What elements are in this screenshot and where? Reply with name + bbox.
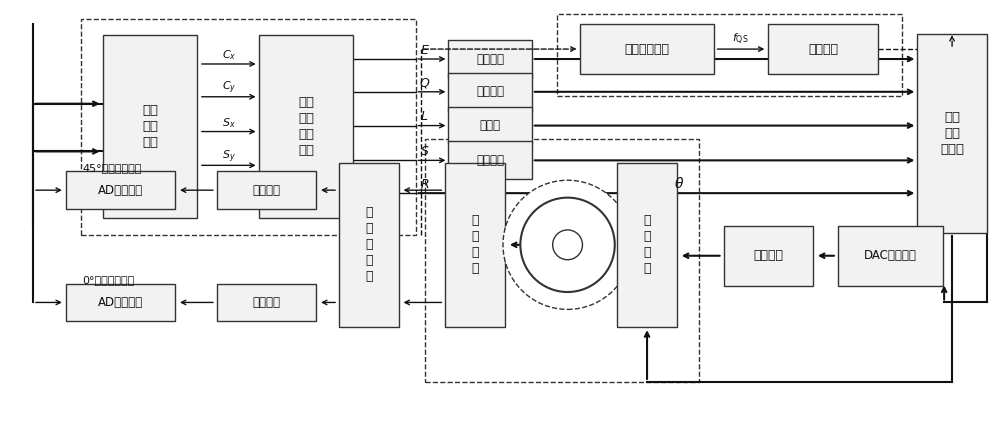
Bar bbox=[259, 35, 353, 219]
Bar bbox=[448, 107, 532, 145]
Bar bbox=[617, 163, 677, 327]
Text: $C_y$: $C_y$ bbox=[222, 80, 236, 96]
Ellipse shape bbox=[553, 230, 582, 260]
Text: AD数据采集: AD数据采集 bbox=[98, 184, 143, 197]
Text: 乘法
相干
解调: 乘法 相干 解调 bbox=[142, 104, 158, 149]
Text: $\mathit{L}$: $\mathit{L}$ bbox=[420, 110, 429, 123]
Bar bbox=[917, 34, 987, 233]
Bar bbox=[768, 24, 878, 74]
Bar bbox=[445, 163, 505, 327]
Text: $\mathit{S}$: $\mathit{S}$ bbox=[420, 145, 429, 158]
Bar bbox=[838, 226, 943, 285]
Ellipse shape bbox=[503, 180, 632, 310]
Text: $\theta$: $\theta$ bbox=[674, 176, 684, 191]
Bar bbox=[66, 171, 175, 209]
Bar bbox=[103, 35, 197, 219]
Text: 角度解算: 角度解算 bbox=[476, 154, 504, 167]
Text: 高压放大: 高压放大 bbox=[753, 249, 783, 262]
Bar bbox=[448, 40, 532, 78]
Text: 电
容
检
测: 电 容 检 测 bbox=[471, 214, 479, 275]
Bar bbox=[580, 24, 714, 74]
Bar bbox=[557, 14, 902, 96]
Text: $C_x$: $C_x$ bbox=[222, 48, 236, 62]
Text: $S_x$: $S_x$ bbox=[222, 116, 236, 129]
Text: 拟合计算模块: 拟合计算模块 bbox=[625, 42, 670, 55]
Text: 锁相环: 锁相环 bbox=[480, 119, 501, 132]
Bar bbox=[724, 226, 813, 285]
Text: $\mathit{R}$: $\mathit{R}$ bbox=[420, 178, 429, 191]
Text: 幅值控制: 幅值控制 bbox=[476, 52, 504, 65]
Text: $f_{\rm QS}$: $f_{\rm QS}$ bbox=[732, 32, 749, 47]
Text: $S_y$: $S_y$ bbox=[222, 148, 236, 165]
Text: 误差
参量
辨识
模块: 误差 参量 辨识 模块 bbox=[298, 96, 314, 157]
Text: $\mathit{Q}$: $\mathit{Q}$ bbox=[419, 76, 430, 90]
Bar bbox=[339, 163, 399, 327]
Bar bbox=[81, 19, 416, 235]
Text: 周期积分: 周期积分 bbox=[808, 42, 838, 55]
Bar bbox=[448, 142, 532, 179]
Bar bbox=[425, 139, 699, 382]
Bar bbox=[217, 284, 316, 321]
Text: 电
容
驱
动: 电 容 驱 动 bbox=[643, 214, 651, 275]
Text: AD数据采集: AD数据采集 bbox=[98, 296, 143, 309]
Text: 45°电极检测信号: 45°电极检测信号 bbox=[83, 163, 142, 173]
Bar bbox=[448, 73, 532, 111]
Text: 0°电极检测信号: 0°电极检测信号 bbox=[83, 275, 135, 284]
Bar bbox=[66, 284, 175, 321]
Ellipse shape bbox=[520, 197, 615, 292]
Text: 驱动
合成
与控制: 驱动 合成 与控制 bbox=[940, 111, 964, 156]
Text: 前
置
滤
波
器: 前 置 滤 波 器 bbox=[365, 206, 373, 283]
Bar bbox=[217, 171, 316, 209]
Text: DAC数据转换: DAC数据转换 bbox=[864, 249, 917, 262]
Text: 正交控制: 正交控制 bbox=[476, 85, 504, 98]
Text: 差分电路: 差分电路 bbox=[253, 184, 281, 197]
Text: 差分电路: 差分电路 bbox=[253, 296, 281, 309]
Text: $\mathit{E}$: $\mathit{E}$ bbox=[420, 44, 429, 57]
